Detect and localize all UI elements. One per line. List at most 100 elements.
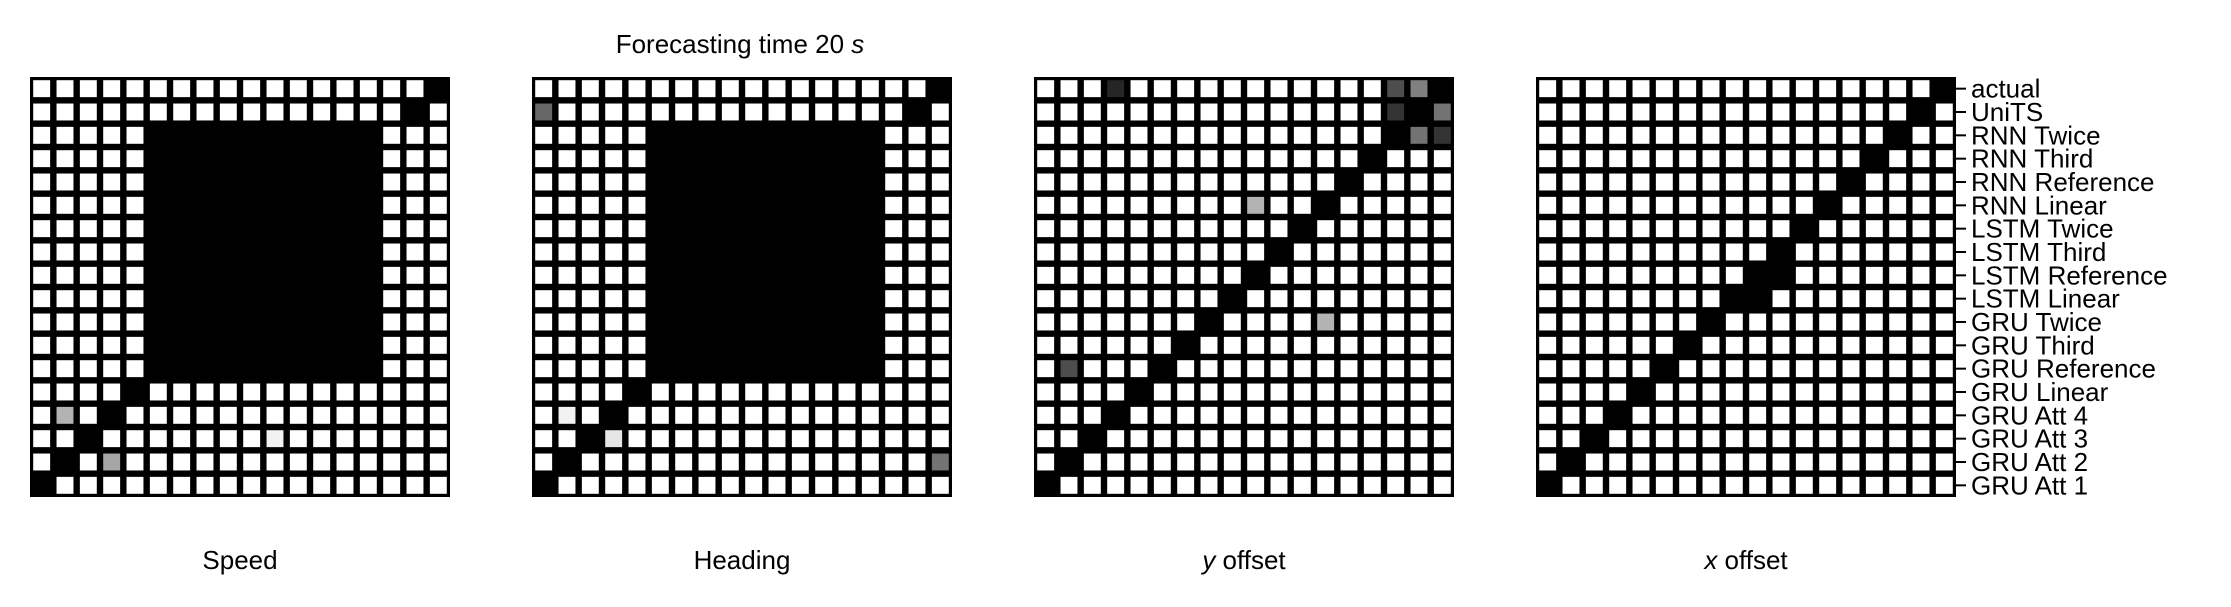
heatmap-cell xyxy=(1539,290,1557,308)
heatmap-cell xyxy=(1702,243,1720,261)
heatmap-cell xyxy=(1200,103,1218,121)
heatmap-cell xyxy=(1317,103,1335,121)
heatmap-cell xyxy=(1912,453,1930,471)
heatmap-cell xyxy=(56,266,74,284)
heatmap-cell xyxy=(1317,150,1335,168)
heatmap-cell xyxy=(266,196,284,214)
heatmap-cell xyxy=(1725,383,1743,401)
heatmap-cell xyxy=(768,313,786,331)
heatmap-cell xyxy=(1935,103,1953,121)
heatmap-cell xyxy=(1060,453,1078,471)
heatmap-cell xyxy=(1433,476,1451,494)
heatmap-cell xyxy=(1865,360,1883,378)
heatmap-cell xyxy=(1037,150,1055,168)
heatmap-cell xyxy=(1410,243,1428,261)
heatmap-cell xyxy=(1865,150,1883,168)
y-tick-label: RNN Linear xyxy=(1971,190,2107,220)
heatmap-cell xyxy=(628,313,646,331)
heatmap-cell xyxy=(721,103,739,121)
heatmap-cell xyxy=(1609,476,1627,494)
heatmap-cell xyxy=(383,430,401,448)
heatmap-cell xyxy=(1293,266,1311,284)
heatmap-cell xyxy=(56,150,74,168)
heatmap-cell xyxy=(698,430,716,448)
heatmap-cell xyxy=(581,126,599,144)
heatmap-cell xyxy=(721,266,739,284)
heatmap-cell xyxy=(1200,453,1218,471)
heatmap-cell xyxy=(33,266,51,284)
heatmap-cell xyxy=(558,173,576,191)
heatmap-cell xyxy=(675,220,693,238)
heatmap-cell xyxy=(196,173,214,191)
heatmap-cell xyxy=(791,290,809,308)
heatmap-cell xyxy=(745,313,763,331)
heatmap-cell xyxy=(815,430,833,448)
heatmap-cell xyxy=(931,243,949,261)
heatmap-cell xyxy=(815,173,833,191)
heatmap-cell xyxy=(219,243,237,261)
heatmap-cell xyxy=(336,80,354,98)
heatmap-cell xyxy=(1912,126,1930,144)
heatmap-cell xyxy=(173,290,191,308)
heatmap-cell xyxy=(745,150,763,168)
heatmap-cell xyxy=(1247,336,1265,354)
heatmap-cell xyxy=(243,290,261,308)
heatmap-cell xyxy=(1293,173,1311,191)
heatmap-cell xyxy=(336,290,354,308)
heatmap-cell xyxy=(79,80,97,98)
heatmap-cell xyxy=(1609,290,1627,308)
heatmap-cell xyxy=(1889,173,1907,191)
heatmap-cell xyxy=(289,80,307,98)
heatmap-cell xyxy=(1107,220,1125,238)
heatmap-cell xyxy=(651,103,669,121)
heatmap-cell xyxy=(1889,196,1907,214)
heatmap-cell xyxy=(243,313,261,331)
heatmap-cell xyxy=(1153,103,1171,121)
heatmap-cell xyxy=(1655,336,1673,354)
heatmap-cell xyxy=(1340,103,1358,121)
heatmap-cell xyxy=(289,173,307,191)
y-tick-label: RNN Twice xyxy=(1971,120,2101,150)
heatmap-cell xyxy=(1177,80,1195,98)
heatmap-cell xyxy=(1317,360,1335,378)
heatmap-cell xyxy=(1772,196,1790,214)
heatmap-cell xyxy=(605,173,623,191)
heatmap-cell xyxy=(289,150,307,168)
heatmap-cell xyxy=(1410,336,1428,354)
heatmap-cell xyxy=(1632,360,1650,378)
heatmap-cell xyxy=(581,360,599,378)
heatmap-cell xyxy=(313,80,331,98)
heatmap-cell xyxy=(219,196,237,214)
heatmap-cell xyxy=(266,173,284,191)
heatmap-cell xyxy=(33,360,51,378)
heatmap-cell xyxy=(126,220,144,238)
heatmap-cell xyxy=(1795,313,1813,331)
heatmap-cell xyxy=(1749,126,1767,144)
heatmap-cell xyxy=(1749,266,1767,284)
heatmap-cell xyxy=(1387,243,1405,261)
heatmap-cell xyxy=(359,126,377,144)
heatmap-cell xyxy=(1935,173,1953,191)
heatmap-cell xyxy=(383,476,401,494)
heatmap-cell xyxy=(1083,406,1101,424)
heatmap-cell xyxy=(1410,220,1428,238)
heatmap-cell xyxy=(1842,360,1860,378)
heatmap-cell xyxy=(1177,243,1195,261)
heatmap-cell xyxy=(1632,406,1650,424)
heatmap-cell xyxy=(1270,266,1288,284)
heatmap-cell xyxy=(885,196,903,214)
heatmap-cell xyxy=(1562,126,1580,144)
heatmap-cell xyxy=(1795,290,1813,308)
heatmap-cell xyxy=(1702,360,1720,378)
heatmap-cell xyxy=(558,150,576,168)
heatmap-cell xyxy=(1130,266,1148,284)
heatmap-panel: y offset xyxy=(1034,77,1454,575)
heatmap-cell xyxy=(359,453,377,471)
heatmap-cell xyxy=(1363,220,1381,238)
heatmap-cell xyxy=(126,290,144,308)
heatmap-cell xyxy=(1655,150,1673,168)
heatmap-cell xyxy=(336,406,354,424)
heatmap-cell xyxy=(219,220,237,238)
heatmap-cell xyxy=(1410,476,1428,494)
figure-title-text: Forecasting time 20 xyxy=(616,29,844,59)
